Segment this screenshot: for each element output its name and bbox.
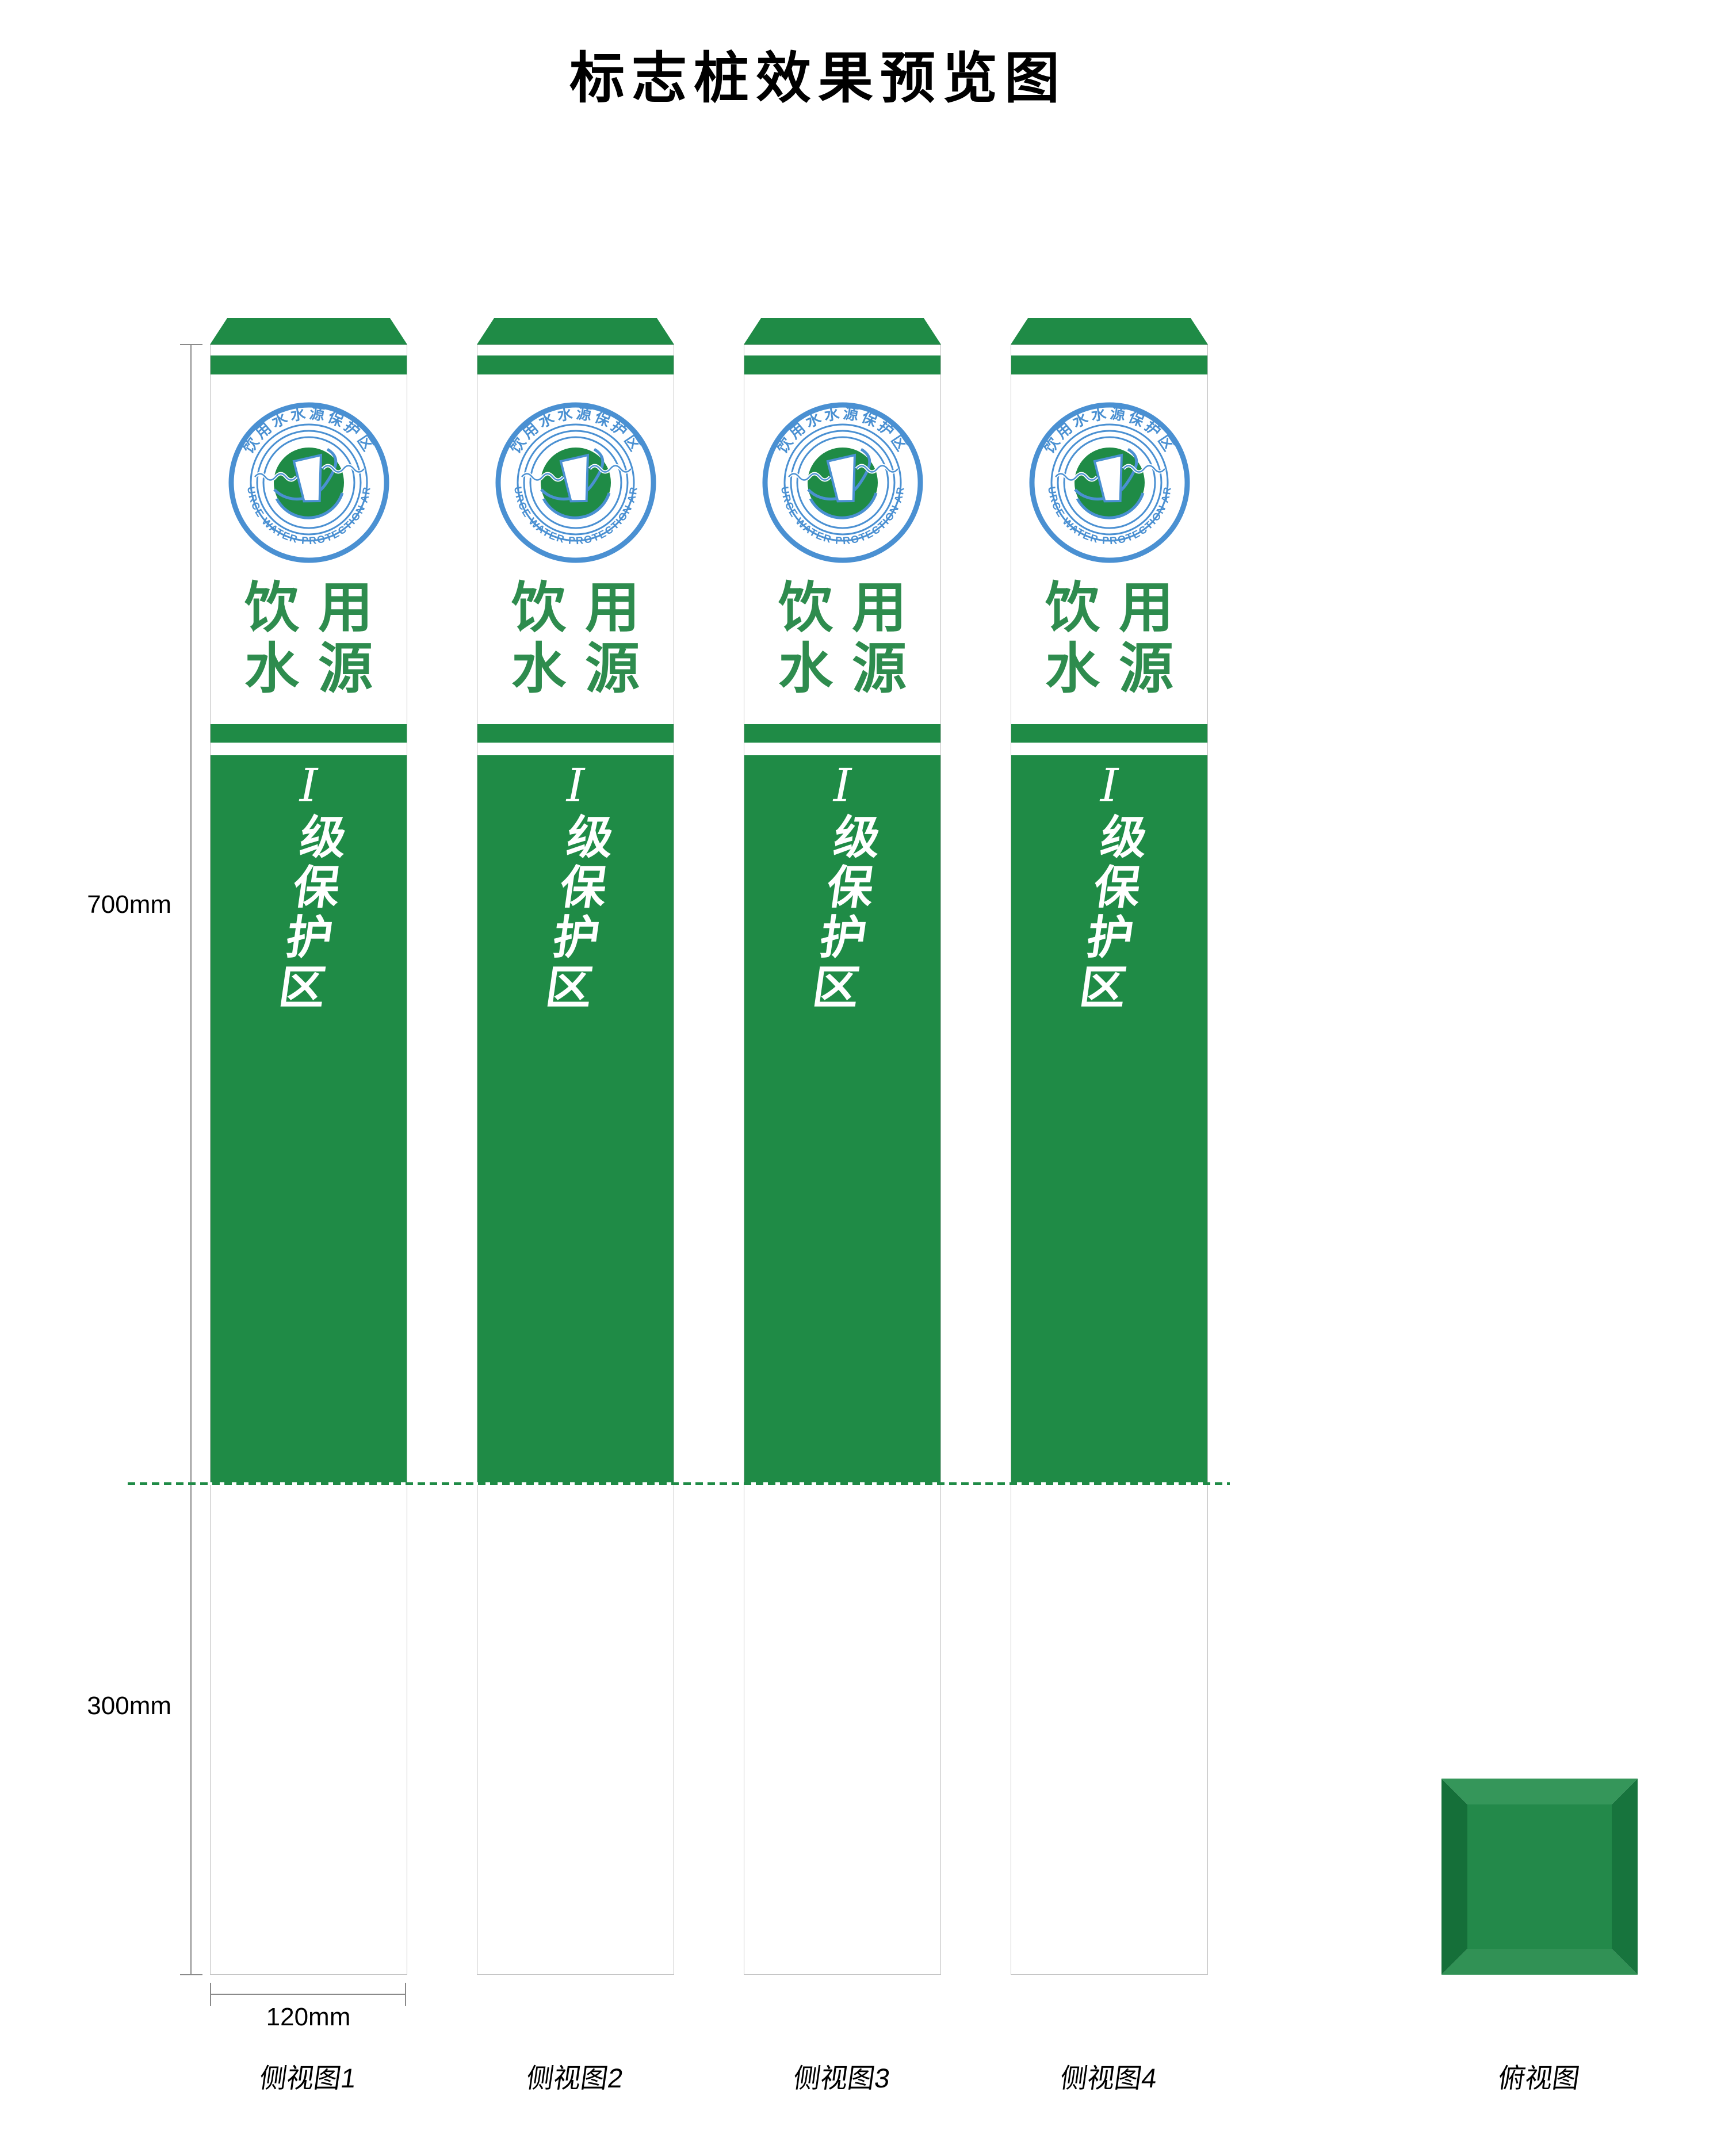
post-cap (210, 318, 407, 345)
post-green-band-top (477, 355, 674, 374)
post-name-text: 饮用 水源 (477, 578, 674, 699)
grade-numeral: I (299, 759, 318, 812)
zone-vertical-text: 级保护区 (269, 813, 349, 1013)
post-name-line1: 饮用 (778, 578, 926, 638)
water-source-protection-logo (762, 402, 923, 563)
grade-numeral: I (833, 759, 852, 812)
post-green-band-middle (1011, 724, 1207, 743)
water-source-protection-logo (1029, 402, 1190, 563)
dimension-line-vertical (190, 345, 192, 1975)
marker-post-side-view-2: 饮用 水源 I 级保护区 (477, 318, 674, 1975)
post-cap (744, 318, 941, 345)
caption-side-view-1: 侧视图1 (258, 2063, 358, 2093)
caption-side-view-4: 侧视图4 (1058, 2063, 1159, 2093)
post-green-panel: I 级保护区 (211, 755, 407, 1485)
post-green-panel: I 级保护区 (1011, 755, 1207, 1485)
post-name-line2: 水源 (511, 638, 659, 699)
topview-bevel-left (1441, 1779, 1467, 1975)
caption-side-view-3: 侧视图3 (791, 2063, 892, 2093)
post-name-text: 饮用 水源 (1011, 578, 1207, 699)
post-body: 饮用 水源 I 级保护区 (477, 345, 674, 1975)
post-green-band-middle (477, 724, 674, 743)
post-name-line1: 饮用 (511, 578, 659, 638)
marker-post-side-view-1: 饮用 水源 I 级保护区 (210, 318, 407, 1975)
post-name-line1: 饮用 (1045, 578, 1192, 638)
dimension-width-tick-right (405, 1983, 406, 2006)
post-green-band-middle (211, 724, 407, 743)
caption-top-view: 俯视图 (1496, 2063, 1582, 2093)
water-source-protection-logo (495, 402, 656, 563)
water-source-protection-logo (228, 402, 389, 563)
topview-face (1467, 1804, 1612, 1949)
post-green-band-top (211, 355, 407, 374)
post-green-band-top (744, 355, 940, 374)
post-body: 饮用 水源 I 级保护区 (210, 345, 407, 1975)
post-name-line1: 饮用 (244, 578, 392, 638)
topview-bevel-right (1612, 1779, 1638, 1975)
post-green-band-middle (744, 724, 940, 743)
topview-bevel-bottom (1441, 1949, 1638, 1975)
dimension-width-tick-left (210, 1983, 211, 2006)
page-title: 标志桩效果预览图 (569, 48, 1066, 109)
post-name-text: 饮用 水源 (744, 578, 940, 699)
post-cap (477, 318, 674, 345)
zone-vertical-text: 级保护区 (536, 813, 615, 1013)
post-green-band-top (1011, 355, 1207, 374)
top-view-square (1441, 1779, 1638, 1975)
post-name-line2: 水源 (244, 638, 392, 699)
grade-numeral: I (1100, 759, 1119, 812)
post-green-panel: I 级保护区 (744, 755, 940, 1485)
post-cap (1011, 318, 1208, 345)
post-name-line2: 水源 (1045, 638, 1192, 699)
post-name-line2: 水源 (778, 638, 926, 699)
post-name-text: 饮用 水源 (211, 578, 407, 699)
zone-vertical-text: 级保护区 (1070, 813, 1149, 1013)
dimension-line-width (211, 1994, 406, 1995)
grade-numeral: I (566, 759, 585, 812)
marker-post-side-view-3: 饮用 水源 I 级保护区 (744, 318, 941, 1975)
marker-post-side-view-4: 饮用 水源 I 级保护区 (1011, 318, 1208, 1975)
zone-vertical-text: 级保护区 (803, 813, 882, 1013)
dimension-tick-top (180, 344, 202, 345)
post-body: 饮用 水源 I 级保护区 (1011, 345, 1208, 1975)
topview-bevel-top (1441, 1779, 1638, 1804)
dimension-label-700mm: 700mm (87, 890, 171, 919)
caption-side-view-2: 侧视图2 (525, 2063, 625, 2093)
post-green-panel: I 级保护区 (477, 755, 674, 1485)
dimension-label-120mm: 120mm (266, 2003, 351, 2031)
dimension-label-300mm: 300mm (87, 1692, 171, 1720)
dimension-tick-bottom (180, 1974, 202, 1975)
ground-level-dashed-line (128, 1482, 1230, 1485)
post-body: 饮用 水源 I 级保护区 (744, 345, 941, 1975)
